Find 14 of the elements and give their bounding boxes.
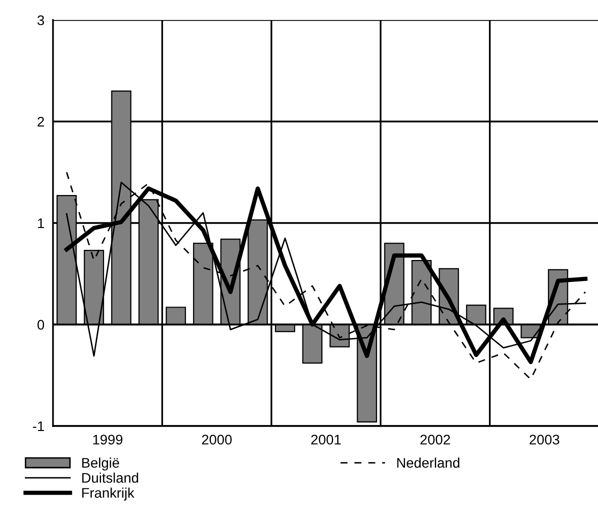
y-tick-label: 2	[38, 116, 44, 127]
x-tick-label: 1999	[93, 434, 122, 445]
x-tick-label: 2000	[202, 434, 232, 445]
x-tick-label: 2001	[311, 434, 341, 445]
legend-label: Nederland	[397, 458, 460, 468]
x-tick-label: 2003	[530, 434, 560, 445]
legend-label: Duitsland	[82, 472, 138, 483]
y-tick-label: -1	[32, 421, 44, 432]
y-tick-label: 1	[38, 218, 44, 228]
x-tick-label: 2002	[420, 434, 450, 445]
legend-label: Frankrijk	[82, 488, 134, 501]
y-tick-label: 0	[37, 320, 44, 330]
y-tick-label: 3	[37, 15, 44, 26]
legend-label: België	[82, 458, 120, 471]
